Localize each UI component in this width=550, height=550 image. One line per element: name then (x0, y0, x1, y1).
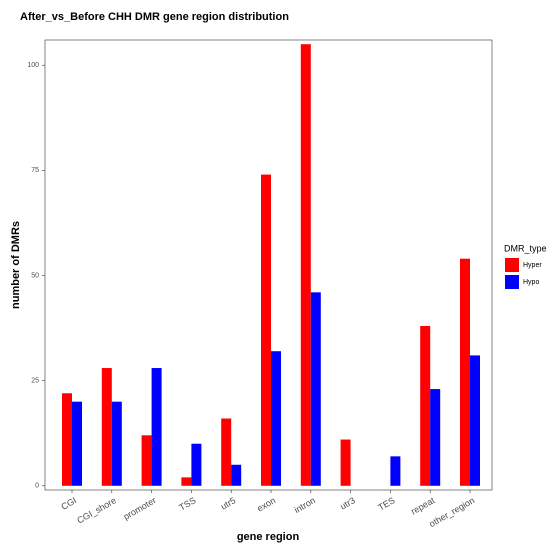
y-tick-label: 0 (35, 483, 39, 490)
bar (261, 174, 271, 486)
bar (310, 292, 321, 486)
bar (470, 355, 480, 486)
bar (390, 456, 401, 486)
y-axis-label: number of DMRs (10, 221, 22, 309)
bar (101, 368, 112, 486)
bar (141, 435, 152, 486)
bar (191, 443, 202, 486)
chart-title: After_vs_Before CHH DMR gene region dist… (20, 11, 289, 23)
bar (430, 389, 441, 486)
legend-label: Hyper (523, 262, 542, 269)
bar (72, 401, 82, 486)
bar (271, 351, 281, 486)
bar (231, 464, 242, 486)
x-axis-label: gene region (237, 531, 300, 543)
bar (420, 325, 431, 486)
bar (460, 258, 470, 486)
bar (300, 44, 311, 486)
bar (221, 418, 232, 486)
y-tick-label: 25 (31, 377, 39, 384)
legend-title: DMR_type (504, 243, 547, 253)
bar (340, 439, 351, 486)
bar (181, 477, 192, 486)
bar (111, 401, 122, 486)
y-tick-label: 100 (27, 62, 39, 69)
y-tick-label: 50 (31, 272, 39, 279)
panel-border (44, 39, 493, 491)
bar (62, 393, 72, 486)
y-tick-label: 75 (31, 167, 39, 174)
legend-swatch (505, 258, 519, 272)
legend-swatch (505, 275, 519, 289)
bar (151, 368, 162, 486)
legend-label: Hypo (523, 279, 539, 286)
